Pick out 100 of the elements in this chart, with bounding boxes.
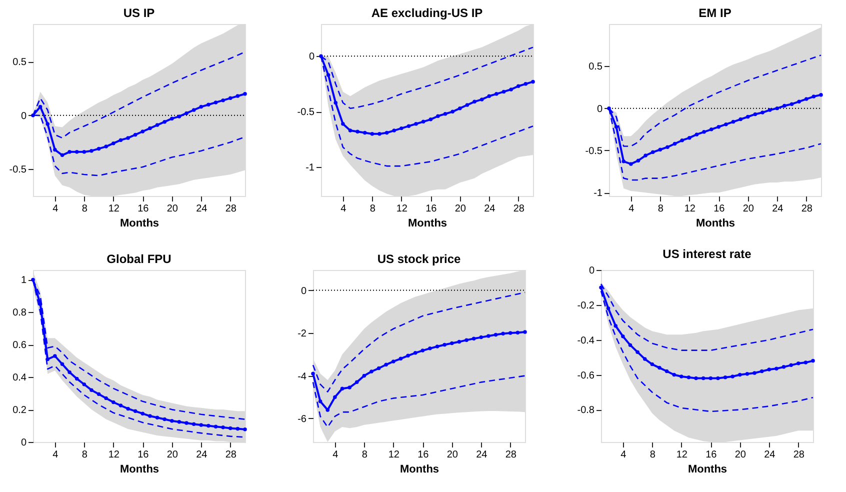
y-tick-label: 0.6: [12, 340, 27, 352]
point: [31, 114, 35, 118]
point: [702, 130, 706, 134]
y-tick-label: -0.4: [577, 335, 595, 346]
y-tick-label: -0.8: [577, 405, 595, 416]
x-tick-label: 20: [734, 450, 746, 460]
point: [118, 404, 123, 408]
point: [112, 400, 116, 404]
point: [170, 419, 174, 423]
point: [614, 324, 618, 328]
point: [694, 376, 698, 380]
x-tick-label: 8: [658, 204, 664, 214]
point: [680, 374, 684, 378]
x-tick-label: 4: [52, 204, 59, 214]
y-tick-label: 0.4: [12, 372, 27, 384]
point: [68, 370, 72, 374]
x-axis-title: Months: [120, 464, 160, 476]
point: [812, 94, 816, 98]
point: [443, 112, 448, 116]
point: [494, 92, 498, 96]
point: [184, 421, 188, 425]
point: [340, 386, 344, 390]
point: [228, 426, 232, 430]
point: [400, 126, 404, 130]
x-tick-label: 12: [108, 204, 120, 214]
point: [378, 132, 382, 136]
point: [442, 342, 446, 347]
point: [621, 334, 625, 338]
point: [701, 376, 706, 380]
point: [658, 366, 662, 370]
x-tick-label: 12: [676, 450, 688, 460]
point: [502, 90, 506, 94]
point: [516, 84, 520, 88]
point: [60, 153, 64, 158]
point: [74, 150, 79, 154]
y-tick-label: -6: [298, 414, 307, 425]
point: [760, 110, 764, 114]
y-tick-label: -0.5: [585, 146, 603, 157]
y-tick-label: -4: [298, 371, 307, 382]
point: [531, 80, 535, 84]
x-tick-label: 24: [764, 450, 776, 460]
point: [60, 362, 64, 366]
point: [629, 162, 633, 166]
chart-title: Global FPU: [106, 252, 172, 266]
point: [811, 358, 815, 363]
y-tick-label: -1: [594, 188, 603, 200]
y-tick-label: -0.6: [577, 370, 595, 382]
point: [31, 278, 35, 282]
x-tick-label: 16: [706, 450, 718, 460]
x-axis-title: Months: [696, 218, 736, 230]
point: [775, 106, 780, 110]
point: [348, 128, 352, 132]
x-tick-label: 28: [513, 204, 525, 214]
point: [326, 73, 330, 77]
point: [140, 130, 145, 134]
y-tick-label: -0.5: [9, 164, 27, 176]
point: [53, 148, 57, 152]
point: [236, 94, 240, 98]
point: [38, 104, 42, 109]
y-tick-label: 0: [300, 286, 307, 297]
x-tick-label: 28: [225, 204, 237, 214]
point: [768, 108, 772, 112]
point: [82, 382, 86, 386]
x-tick-label: 4: [620, 450, 627, 460]
point: [420, 348, 425, 352]
x-tick-label: 16: [426, 204, 438, 214]
point: [356, 130, 360, 134]
x-tick-label: 12: [396, 204, 408, 214]
point: [148, 414, 152, 418]
point: [177, 420, 182, 424]
point: [221, 426, 225, 430]
point: [392, 128, 396, 132]
point: [790, 102, 794, 106]
point: [199, 104, 204, 109]
point: [709, 128, 714, 132]
point: [450, 110, 454, 114]
point: [334, 100, 338, 105]
point: [104, 396, 108, 400]
y-tick-label: 0: [596, 104, 603, 115]
x-tick-label: 16: [138, 204, 150, 214]
point: [184, 111, 188, 116]
point: [214, 424, 218, 428]
point: [607, 106, 611, 110]
point: [228, 96, 232, 100]
point: [68, 150, 72, 154]
point: [162, 120, 166, 124]
x-tick-label: 4: [52, 450, 59, 460]
x-axis-title: Months: [408, 218, 448, 230]
point: [46, 122, 50, 126]
x-tick-label: 24: [196, 450, 208, 460]
point: [464, 338, 468, 342]
point: [738, 372, 742, 377]
point: [797, 100, 801, 104]
point: [96, 392, 101, 396]
point: [686, 376, 691, 380]
point: [133, 132, 138, 137]
x-tick-label: 28: [793, 450, 805, 460]
point: [664, 369, 669, 374]
point: [38, 302, 42, 306]
point: [104, 144, 108, 148]
